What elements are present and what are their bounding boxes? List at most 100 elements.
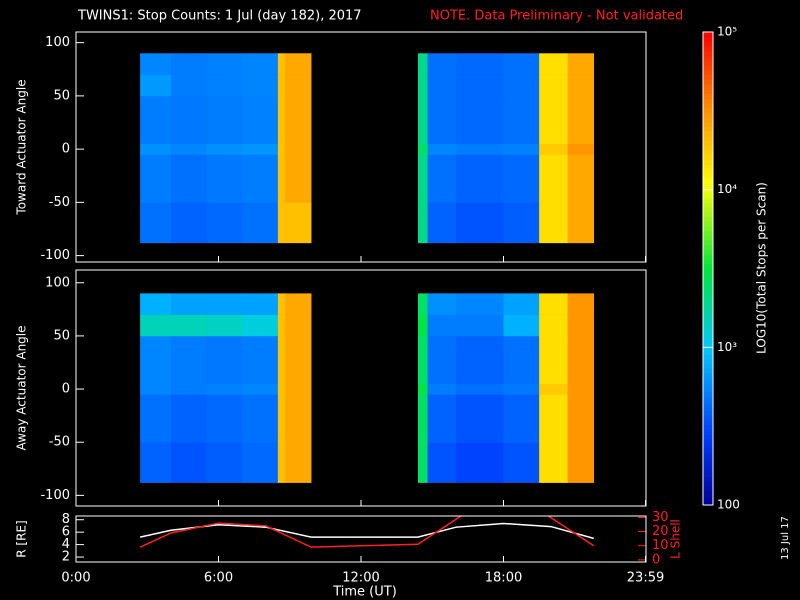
colorbar-band <box>703 197 713 203</box>
heatmap-cell <box>427 143 457 155</box>
colorbar-band <box>703 471 713 478</box>
heatmap-cell <box>503 394 540 443</box>
colorbar-band <box>703 183 713 189</box>
heatmap-cell <box>140 335 172 385</box>
colorbar-band <box>703 334 713 340</box>
heatmap-cell <box>277 53 286 75</box>
colorbar-band <box>703 405 713 411</box>
colorbar-label: LOG10(Total Stops per Scan) <box>755 182 769 354</box>
x-tick-label: 23:59 <box>627 571 664 586</box>
colorbar-band <box>703 391 713 397</box>
heatmap-cell <box>171 154 207 203</box>
heatmap-cell <box>427 154 457 203</box>
heatmap-cell <box>456 154 504 203</box>
heatmap-cell <box>285 95 312 145</box>
colorbar-band <box>703 32 713 38</box>
heatmap-cell <box>418 335 428 385</box>
y-tick-label: 10 <box>652 538 669 553</box>
heatmap-cell <box>418 383 428 395</box>
heatmap-cell <box>567 314 595 337</box>
heatmap-cell <box>539 143 568 155</box>
heatmap-cell <box>140 394 172 443</box>
heatmap-cell <box>418 74 428 97</box>
y-tick-label: 2 <box>62 550 70 565</box>
heatmap-cell <box>503 53 540 75</box>
colorbar-band <box>703 282 713 288</box>
colorbar-band <box>703 93 713 99</box>
colorbar-band <box>703 315 713 322</box>
heatmap-cell <box>285 154 312 203</box>
colorbar-band <box>703 358 713 364</box>
colorbar-band <box>703 410 713 416</box>
y-tick-label: -50 <box>49 195 70 210</box>
heatmap-cell <box>418 442 428 483</box>
colorbar-band <box>703 273 713 279</box>
heatmap-cell <box>427 202 457 244</box>
heatmap-cell <box>285 394 312 443</box>
colorbar-tick-label: 100 <box>717 498 740 512</box>
colorbar-band <box>703 211 713 217</box>
heatmap-cell <box>427 74 457 97</box>
heatmap-cell <box>171 442 207 483</box>
colorbar-band <box>703 88 713 94</box>
heatmap-cell <box>242 383 279 395</box>
heatmap-cell <box>456 143 504 155</box>
colorbar-band <box>703 292 713 298</box>
colorbar-band <box>703 259 713 265</box>
y-axis-label: Toward Actuator Angle <box>15 79 29 215</box>
colorbar-band <box>703 69 713 76</box>
colorbar-band <box>703 452 713 459</box>
axis-label: L Shell <box>669 519 683 559</box>
colorbar-band <box>703 244 713 251</box>
heatmap-cell <box>567 154 595 203</box>
heatmap-cell <box>242 53 279 75</box>
heatmap-cell <box>277 314 286 337</box>
colorbar-band <box>703 415 713 421</box>
colorbar-band <box>703 254 713 260</box>
heatmap-cell <box>140 95 172 145</box>
y-tick-label: 100 <box>45 35 70 50</box>
colorbar-band <box>703 287 713 293</box>
colorbar-band <box>703 140 713 147</box>
heatmap-cell <box>171 202 207 244</box>
y-tick-label: 0 <box>62 142 70 157</box>
heatmap-cell <box>456 95 504 145</box>
heatmap-cell <box>503 154 540 203</box>
heatmap-cell <box>140 293 172 315</box>
heatmap-cell <box>285 293 312 315</box>
colorbar-band <box>703 500 713 506</box>
colorbar-band <box>703 159 713 165</box>
colorbar-band <box>703 382 713 388</box>
heatmap-cell <box>456 335 504 385</box>
heatmap-cell <box>418 53 428 75</box>
colorbar-band <box>703 188 713 194</box>
heatmap-cell <box>171 74 207 97</box>
heatmap-cell <box>456 442 504 483</box>
heatmap-cell <box>567 335 595 385</box>
series-line <box>139 516 595 548</box>
heatmap-cell <box>418 95 428 145</box>
colorbar-band <box>703 235 713 241</box>
heatmap-cell <box>539 442 568 483</box>
colorbar-band <box>703 173 713 180</box>
heatmap-cell <box>539 314 568 337</box>
heatmap-cell <box>242 442 279 483</box>
heatmap-cell <box>242 154 279 203</box>
colorbar-band <box>703 481 713 487</box>
colorbar-band <box>703 117 713 123</box>
colorbar-band <box>703 348 713 355</box>
x-tick-label: 6:00 <box>204 571 233 586</box>
colorbar-band <box>703 150 713 156</box>
heatmap-cell <box>242 335 279 385</box>
heatmap-cell <box>242 95 279 145</box>
colorbar-band <box>703 377 713 383</box>
colorbar-band <box>703 249 713 255</box>
colorbar-band <box>703 207 713 213</box>
y-tick-label: 8 <box>62 512 70 527</box>
heatmap-cell <box>140 154 172 203</box>
heatmap-cell <box>427 383 457 395</box>
colorbar-band <box>703 424 713 430</box>
y-tick-label: 50 <box>53 88 70 103</box>
colorbar-band <box>703 225 713 232</box>
